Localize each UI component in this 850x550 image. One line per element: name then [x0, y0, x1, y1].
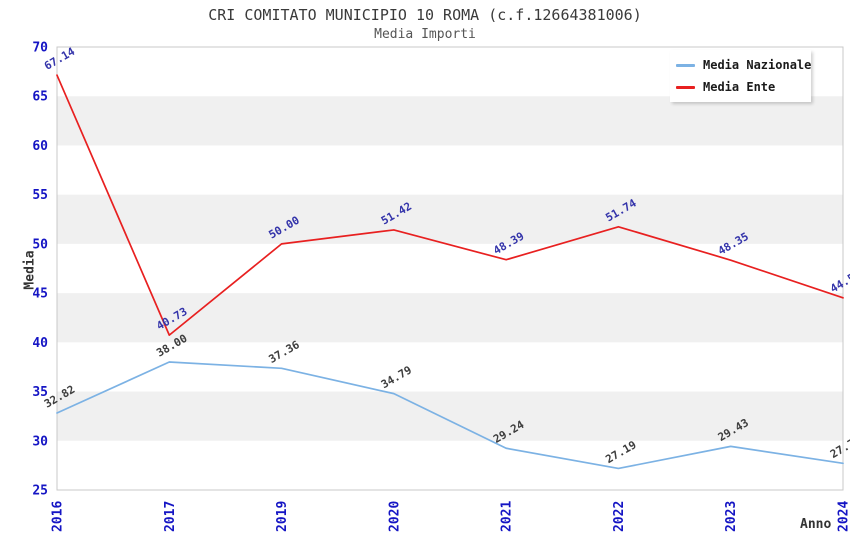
y-tick-label: 35 — [32, 385, 48, 400]
data-point-label: 27.19 — [603, 438, 638, 466]
plot-border — [56, 46, 844, 491]
y-tick-label: 65 — [32, 90, 48, 105]
legend-line-swatch-ente — [676, 85, 695, 89]
x-tick-label: 2019 — [275, 501, 290, 532]
x-tick-label: 2024 — [837, 501, 850, 532]
y-tick-label: 70 — [32, 41, 48, 56]
y-tick-label: 45 — [32, 287, 48, 302]
y-axis-title: Media — [22, 250, 38, 290]
x-tick-label: 2022 — [612, 501, 627, 532]
grid-band — [57, 293, 843, 343]
chart-title: CRI COMITATO MUNICIPIO 10 ROMA (c.f.1266… — [208, 6, 642, 24]
series-line-media-nazionale — [56, 361, 844, 470]
legend-item-media-ente: Media Ente — [676, 76, 811, 98]
series-line-media-ente — [56, 74, 844, 336]
legend-line-swatch-nazionale — [676, 63, 695, 67]
x-tick-label: 2017 — [163, 501, 178, 532]
legend-label-ente: Media Ente — [703, 80, 776, 94]
x-tick-label: 2016 — [51, 501, 66, 532]
x-axis-title: Anno — [800, 517, 832, 532]
y-tick-label: 25 — [32, 484, 48, 499]
legend-label-nazionale: Media Nazionale — [703, 58, 812, 72]
grid-band — [57, 391, 843, 441]
chart-subtitle: Media Importi — [374, 27, 476, 42]
y-tick-label: 40 — [32, 336, 48, 351]
x-tick-label: 2023 — [724, 501, 739, 532]
grid-band — [57, 194, 843, 244]
data-point-label: 34.79 — [379, 363, 414, 391]
data-point-label: 44.52 — [828, 268, 850, 296]
y-tick-label: 55 — [32, 188, 48, 203]
legend: Media Nazionale Media Ente — [670, 50, 811, 102]
legend-item-media-nazionale: Media Nazionale — [676, 54, 811, 76]
y-tick-label: 60 — [32, 139, 48, 154]
y-tick-label: 50 — [32, 237, 48, 252]
x-tick-label: 2021 — [500, 501, 515, 532]
y-tick-label: 30 — [32, 434, 48, 449]
x-tick-label: 2020 — [387, 501, 402, 532]
grid-band — [57, 96, 843, 146]
